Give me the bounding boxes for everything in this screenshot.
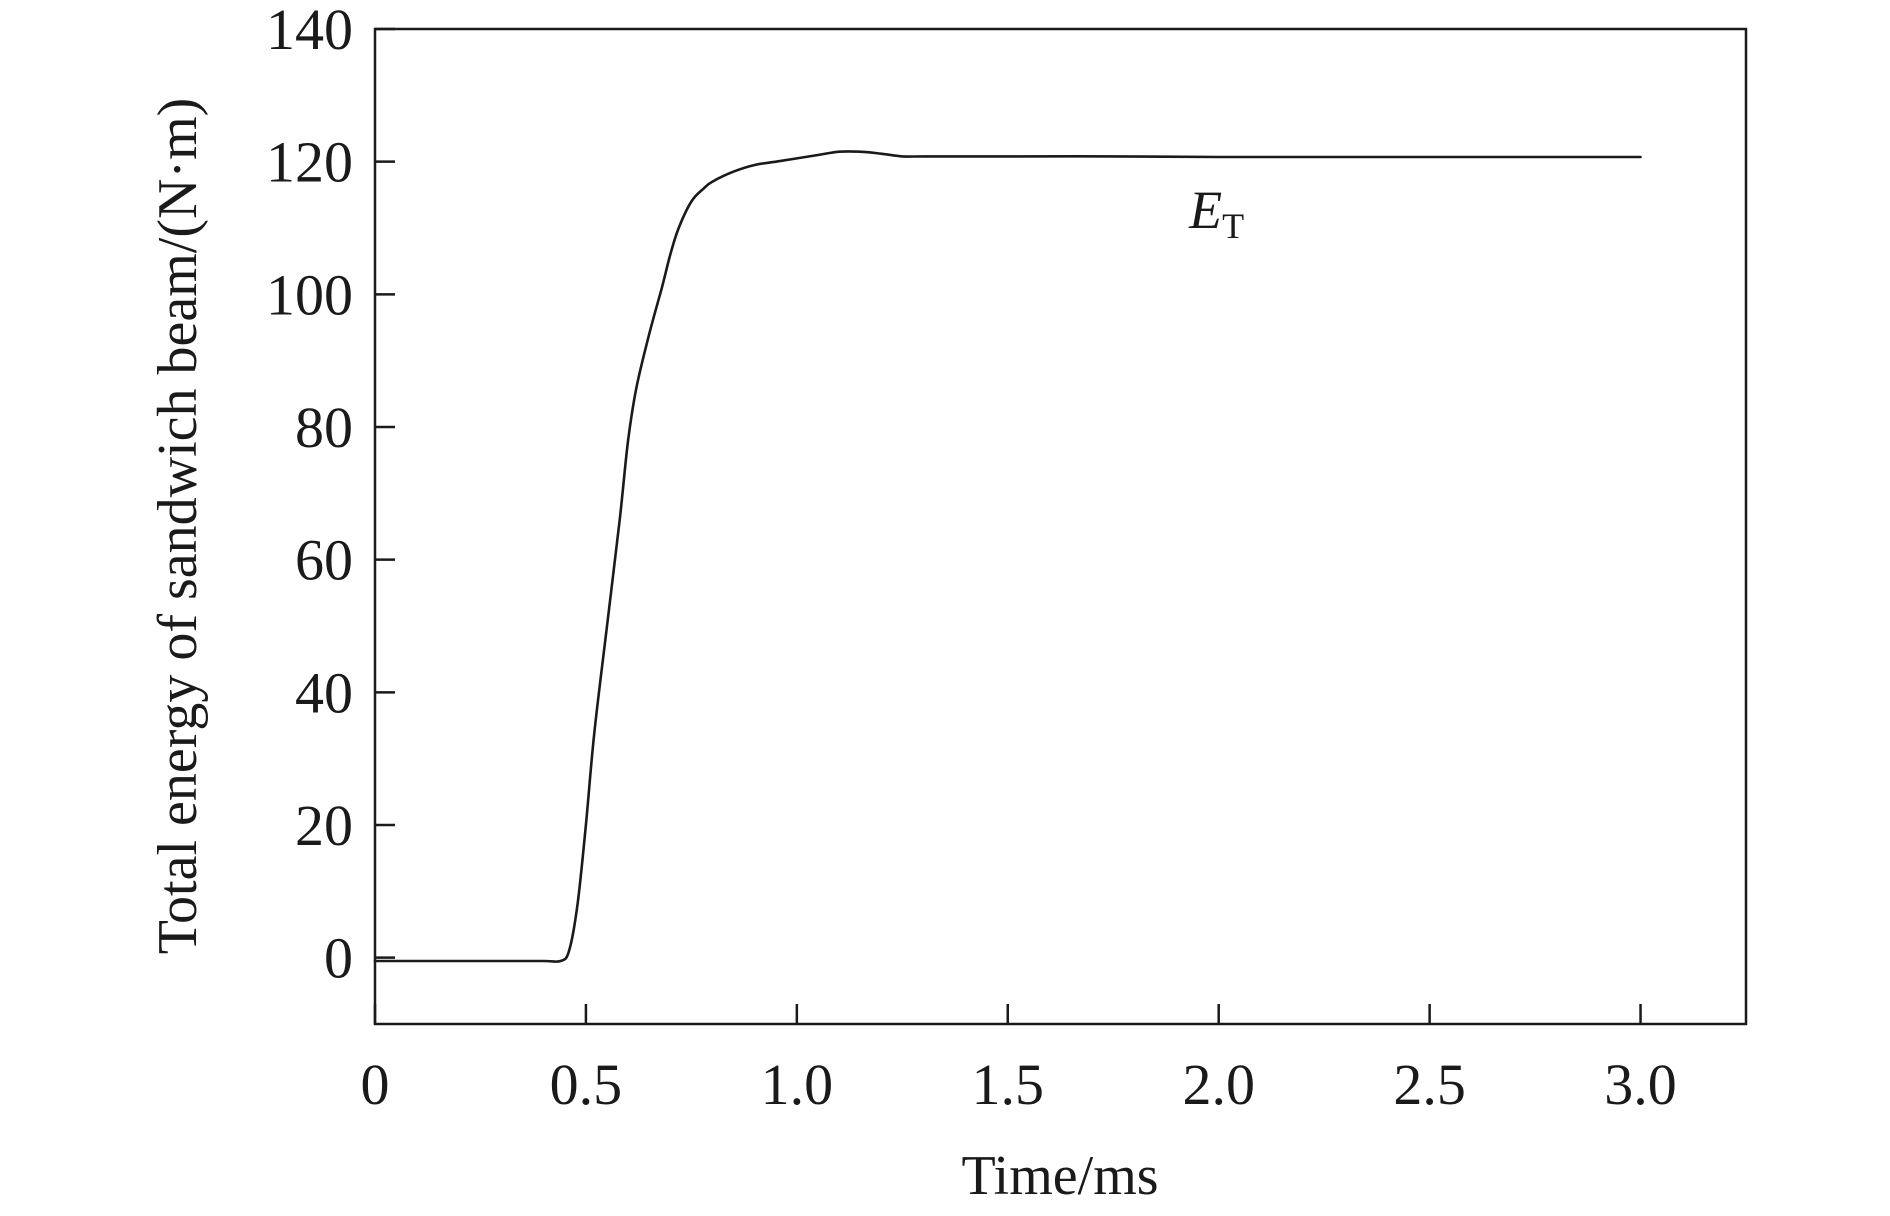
series-annotation-et: ET xyxy=(1188,180,1244,246)
annotation-subscript: T xyxy=(1222,206,1244,246)
y-tick-label: 120 xyxy=(266,130,353,195)
y-tick-label: 100 xyxy=(266,262,353,327)
y-tick-label: 40 xyxy=(295,660,353,725)
x-tick-label: 2.5 xyxy=(1393,1052,1466,1117)
y-tick-label: 20 xyxy=(295,793,353,858)
x-tick-label: 1.0 xyxy=(761,1052,834,1117)
y-axis-title: Total energy of sandwich beam/(N·m) xyxy=(147,98,209,955)
x-tick-label: 1.5 xyxy=(972,1052,1045,1117)
y-tick-label: 140 xyxy=(266,0,353,62)
y-axis-ticks: 0 20 40 60 80 100 120 140 xyxy=(266,0,395,991)
x-tick-label: 0 xyxy=(361,1052,390,1117)
x-axis-ticks: 0 0.5 1.0 1.5 2.0 2.5 3.0 xyxy=(361,1004,1677,1117)
y-tick-label: 80 xyxy=(295,395,353,460)
y-tick-label: 0 xyxy=(324,926,353,991)
y-tick-label: 60 xyxy=(295,528,353,593)
x-tick-label: 0.5 xyxy=(550,1052,623,1117)
annotation-main: E xyxy=(1188,180,1222,240)
x-tick-label: 2.0 xyxy=(1182,1052,1255,1117)
x-axis-title: Time/ms xyxy=(961,1145,1158,1207)
series-line-total-energy xyxy=(373,150,1642,964)
plot-frame xyxy=(373,27,1748,1026)
x-tick-label: 3.0 xyxy=(1604,1052,1677,1117)
